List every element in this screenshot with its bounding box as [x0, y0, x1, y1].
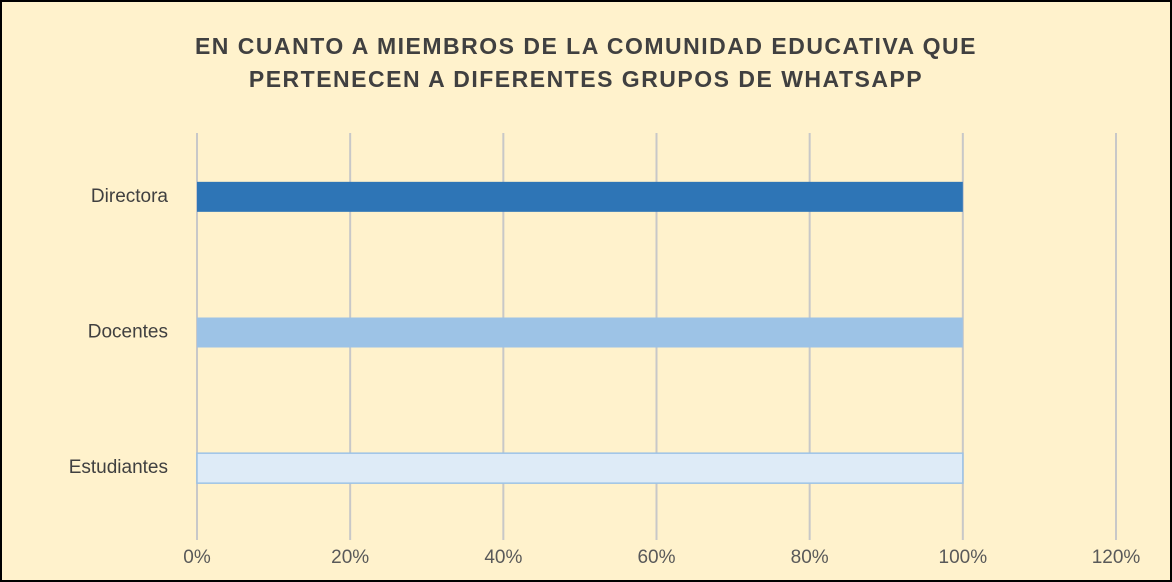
bar [196, 452, 964, 484]
chart-title: PERTENECEN A DIFERENTES GRUPOS DE WHATSA… [249, 66, 923, 92]
bar [197, 181, 963, 212]
x-tick-label: 80% [791, 547, 829, 568]
x-tick-label: 60% [637, 547, 675, 568]
bar [197, 317, 963, 348]
x-tick-label: 0% [183, 547, 211, 568]
y-tick-label: Docentes [88, 322, 168, 343]
chart-title: EN CUANTO A MIEMBROS DE LA COMUNIDAD EDU… [195, 33, 977, 59]
x-tick-label: 100% [939, 547, 988, 568]
y-tick-label: Directora [91, 186, 169, 207]
x-tick-label: 40% [484, 547, 522, 568]
x-tick-label: 20% [331, 547, 369, 568]
y-tick-label: Estudiantes [69, 457, 168, 478]
x-tick-label: 120% [1092, 547, 1141, 568]
